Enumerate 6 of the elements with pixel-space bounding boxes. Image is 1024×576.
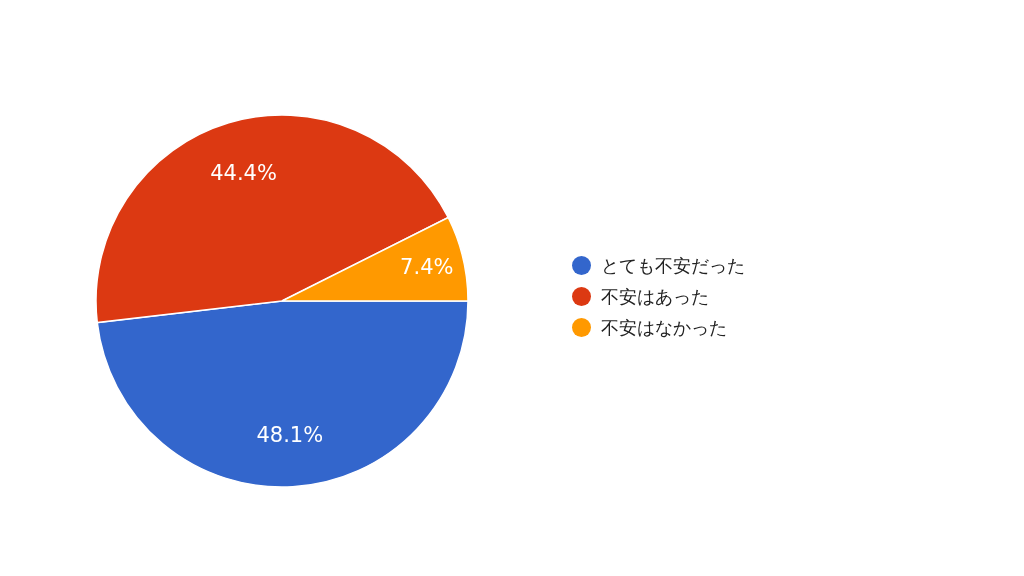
data-label: 7.4% bbox=[400, 254, 454, 279]
data-label: 44.4% bbox=[210, 160, 277, 185]
legend-label: 不安はあった bbox=[601, 284, 709, 309]
data-label: 48.1% bbox=[256, 422, 324, 447]
legend-label: とても不安だった bbox=[601, 253, 745, 278]
legend-label: 不安はなかった bbox=[601, 315, 727, 340]
